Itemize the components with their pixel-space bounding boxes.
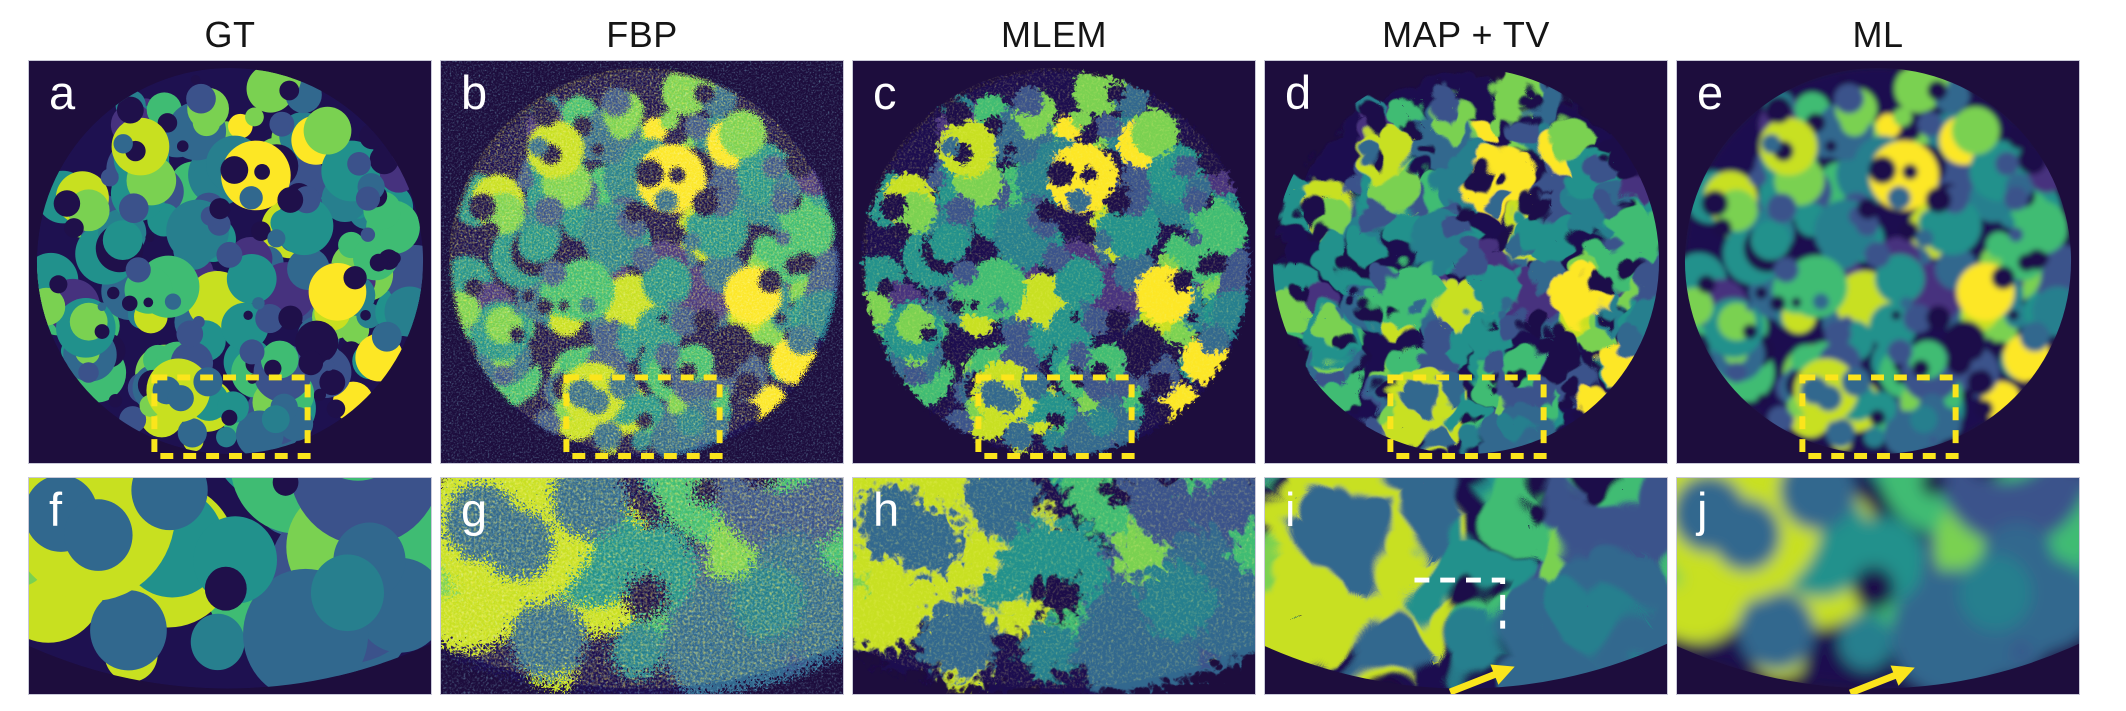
panel-f: f	[28, 477, 432, 695]
column-title-fbp: FBP	[606, 14, 678, 55]
panel-a-label: a	[49, 66, 76, 119]
panel-b-label: b	[461, 66, 488, 119]
panel-h-label: h	[873, 483, 900, 536]
column-title-maptv: MAP + TV	[1382, 14, 1550, 55]
column-maptv: MAP + TV d i	[1264, 0, 1668, 711]
panel-c: c	[852, 60, 1256, 464]
panel-b: b	[440, 60, 844, 464]
panel-i: i	[1264, 477, 1668, 695]
panel-d-label: d	[1285, 66, 1312, 119]
arrow-annotation	[1848, 665, 1915, 694]
panel-a: a	[28, 60, 432, 464]
panel-f-label: f	[49, 483, 63, 536]
panel-e: e	[1676, 60, 2080, 464]
panel-j-label: j	[1697, 483, 1708, 536]
panel-g-label: g	[461, 483, 488, 536]
arrow-annotation	[1448, 664, 1515, 694]
panel-e-label: e	[1697, 66, 1724, 119]
panel-h: h	[852, 477, 1256, 695]
column-ml: ML e j	[1676, 0, 2080, 711]
column-title-ml: ML	[1852, 14, 1904, 55]
panel-j: j	[1676, 477, 2080, 695]
panel-c-label: c	[873, 66, 897, 119]
column-title-gt: GT	[204, 14, 256, 55]
column-title-mlem: MLEM	[1000, 14, 1107, 55]
bracket-annotation	[1414, 577, 1506, 629]
panel-i-label: i	[1285, 483, 1296, 536]
column-gt: GT a f	[28, 0, 432, 711]
panel-g: g	[440, 477, 844, 695]
panel-d: d	[1264, 60, 1668, 464]
column-fbp: FBP b g	[440, 0, 844, 711]
column-mlem: MLEM c h	[852, 0, 1256, 711]
